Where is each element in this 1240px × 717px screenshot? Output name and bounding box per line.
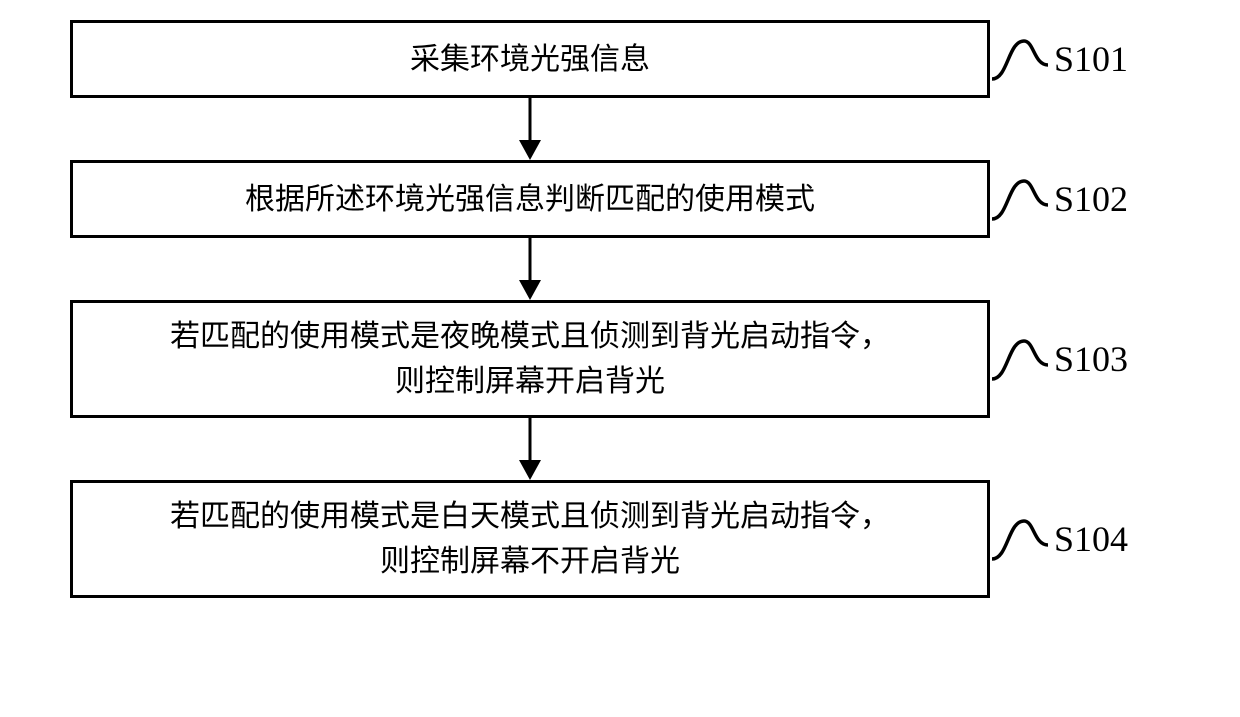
step-label: S103 — [1054, 338, 1128, 380]
label-connector: S101 — [990, 29, 1128, 89]
label-connector: S104 — [990, 509, 1128, 569]
curve-icon — [990, 29, 1050, 89]
flowchart-container: 采集环境光强信息 S101 根据所述环境光强信息判断匹配的使用模式 S102 — [70, 20, 1170, 598]
curve-icon — [990, 509, 1050, 569]
label-connector: S102 — [990, 169, 1128, 229]
arrow-down-icon — [510, 238, 550, 300]
step-label: S104 — [1054, 518, 1128, 560]
step-box-s104: 若匹配的使用模式是白天模式且侦测到背光启动指令， 则控制屏幕不开启背光 — [70, 480, 990, 598]
step-text: 根据所述环境光强信息判断匹配的使用模式 — [245, 177, 815, 222]
label-connector: S103 — [990, 329, 1128, 389]
arrow-wrap — [70, 418, 990, 480]
step-row: 若匹配的使用模式是夜晚模式且侦测到背光启动指令， 则控制屏幕开启背光 S103 — [70, 300, 1170, 418]
step-box-s102: 根据所述环境光强信息判断匹配的使用模式 — [70, 160, 990, 238]
step-text: 采集环境光强信息 — [410, 37, 650, 82]
step-row: 采集环境光强信息 S101 — [70, 20, 1170, 98]
step-box-s101: 采集环境光强信息 — [70, 20, 990, 98]
step-label: S101 — [1054, 38, 1128, 80]
arrow-wrap — [70, 238, 990, 300]
curve-icon — [990, 169, 1050, 229]
arrow-wrap — [70, 98, 990, 160]
step-row: 若匹配的使用模式是白天模式且侦测到背光启动指令， 则控制屏幕不开启背光 S104 — [70, 480, 1170, 598]
step-row: 根据所述环境光强信息判断匹配的使用模式 S102 — [70, 160, 1170, 238]
step-box-s103: 若匹配的使用模式是夜晚模式且侦测到背光启动指令， 则控制屏幕开启背光 — [70, 300, 990, 418]
step-text: 若匹配的使用模式是夜晚模式且侦测到背光启动指令， 则控制屏幕开启背光 — [170, 314, 890, 404]
arrow-down-icon — [510, 98, 550, 160]
step-label: S102 — [1054, 178, 1128, 220]
curve-icon — [990, 329, 1050, 389]
arrow-down-icon — [510, 418, 550, 480]
step-text: 若匹配的使用模式是白天模式且侦测到背光启动指令， 则控制屏幕不开启背光 — [170, 494, 890, 584]
